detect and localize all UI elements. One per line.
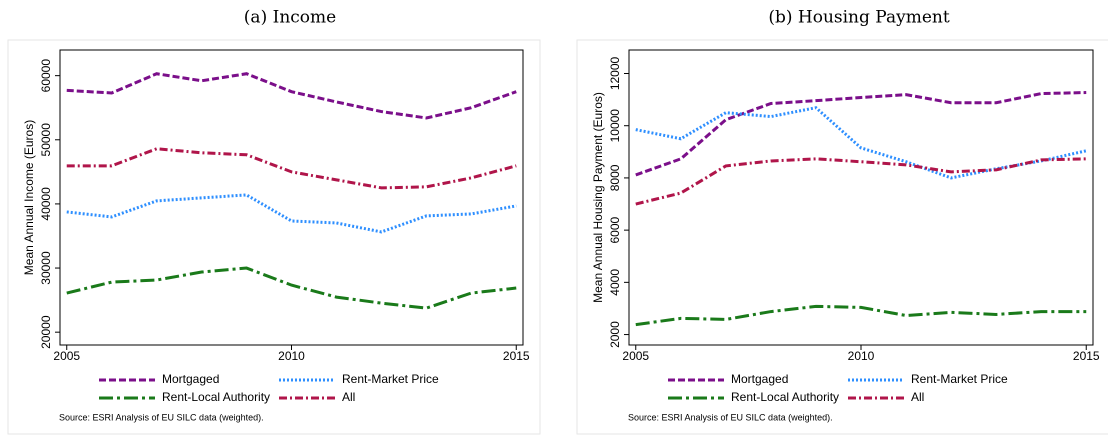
series-line <box>635 106 1087 180</box>
legend-label: Rent-Market Price <box>342 372 439 386</box>
panel-title: (a) Income <box>244 8 336 28</box>
y-tick-label: 12000 <box>608 56 622 90</box>
y-tick-label: 4000 <box>608 269 622 296</box>
y-tick-label: 40000 <box>39 187 53 221</box>
y-tick-label: 2000 <box>608 321 622 348</box>
y-tick-label: 60000 <box>39 59 53 93</box>
y-tick-label: 8000 <box>608 164 622 191</box>
y-tick-label: 6000 <box>608 216 622 243</box>
x-tick-label: 2010 <box>848 349 875 363</box>
legend-label: Mortgaged <box>731 372 788 386</box>
plot-frame <box>628 49 1094 346</box>
x-tick-label: 2015 <box>1073 349 1100 363</box>
panel-frame <box>576 39 1108 435</box>
legend-label: All <box>911 390 924 404</box>
series-line <box>635 91 1087 177</box>
y-tick-label: 30000 <box>39 251 53 285</box>
x-tick-label: 2015 <box>503 349 530 363</box>
legend-label: Rent-Local Authority <box>162 390 270 404</box>
panel-frame <box>7 39 541 435</box>
legend-label: Mortgaged <box>162 372 219 386</box>
series-line <box>66 193 517 234</box>
y-tick-label: 10000 <box>608 109 622 143</box>
series-line <box>635 157 1087 206</box>
legend-label: Rent-Local Authority <box>731 390 839 404</box>
legend-label: All <box>342 390 355 404</box>
series-line <box>66 72 517 120</box>
plot-frame <box>59 49 524 346</box>
y-tick-label: 20000 <box>39 315 53 349</box>
y-tick-label: 50000 <box>39 123 53 157</box>
x-tick-label: 2010 <box>278 349 305 363</box>
series-line <box>635 304 1087 327</box>
y-axis-label: Mean Annual Income (Euros) <box>22 120 36 275</box>
source-note: Source: ESRI Analysis of EU SILC data (w… <box>628 412 833 422</box>
x-tick-label: 2005 <box>53 349 80 363</box>
y-axis-label: Mean Annual Housing Payment (Euros) <box>591 92 605 303</box>
x-tick-label: 2005 <box>622 349 649 363</box>
legend-label: Rent-Market Price <box>911 372 1008 386</box>
series-line <box>66 147 517 190</box>
source-note: Source: ESRI Analysis of EU SILC data (w… <box>59 412 264 422</box>
series-line <box>66 266 517 310</box>
panel-title: (b) Housing Payment <box>768 8 949 28</box>
